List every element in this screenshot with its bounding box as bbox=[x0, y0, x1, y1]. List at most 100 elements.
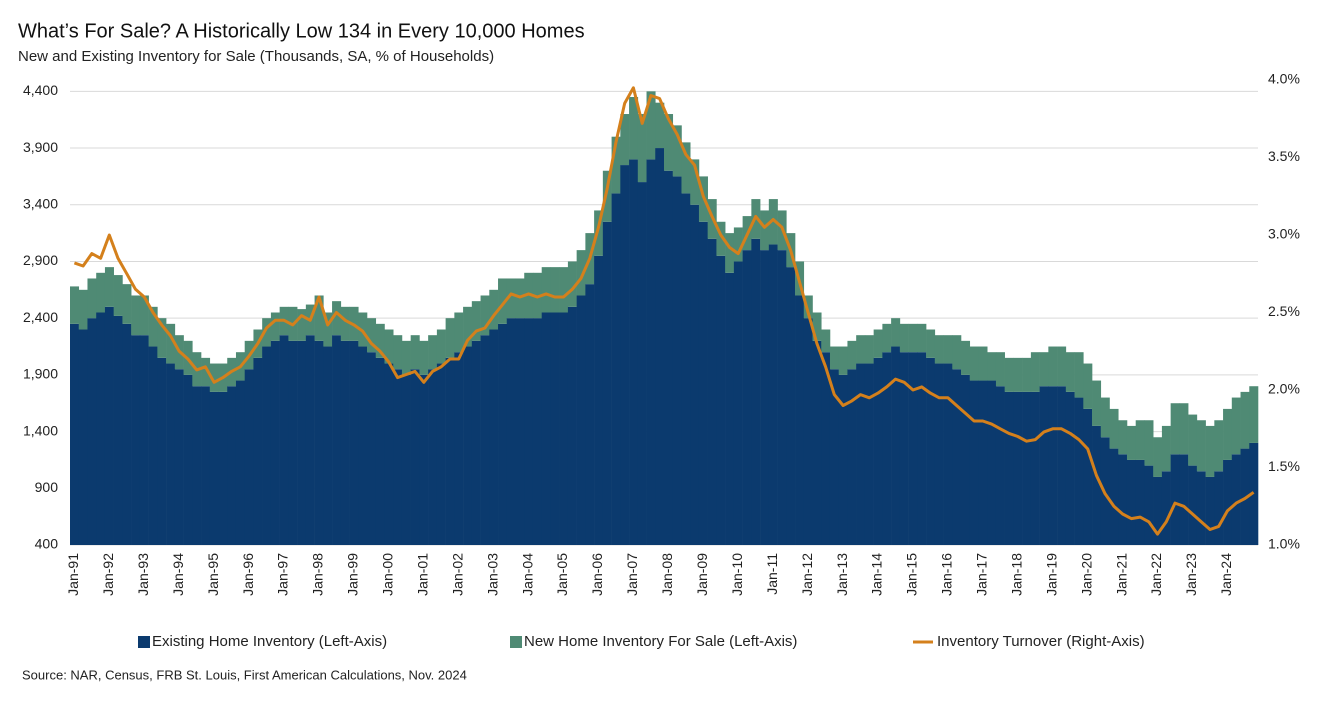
x-tick-label: Jan-92 bbox=[100, 553, 116, 596]
bar-segment bbox=[541, 267, 551, 313]
bar-segment bbox=[305, 335, 315, 545]
bar-segment bbox=[1205, 476, 1215, 545]
bar-segment bbox=[864, 335, 874, 364]
bar-segment bbox=[1004, 391, 1014, 545]
bar-segment bbox=[917, 352, 927, 545]
bar-segment bbox=[829, 346, 840, 370]
bar-segment bbox=[1065, 391, 1075, 545]
bar-segment bbox=[576, 295, 586, 545]
bar-segment bbox=[559, 267, 569, 313]
bar-segment bbox=[489, 289, 499, 330]
bar-segment bbox=[952, 369, 962, 545]
source-note: Source: NAR, Census, FRB St. Louis, Firs… bbox=[22, 667, 467, 682]
bar-segment bbox=[532, 318, 543, 545]
bar-segment bbox=[664, 170, 674, 546]
x-tick-label: Jan-01 bbox=[414, 553, 430, 596]
y-tick-label: 1,900 bbox=[23, 366, 58, 382]
bar-segment bbox=[768, 199, 778, 245]
bar-segment bbox=[1240, 391, 1250, 449]
bar-segment bbox=[1188, 414, 1198, 466]
bar-segment bbox=[1065, 352, 1075, 392]
x-tick-label: Jan-24 bbox=[1218, 553, 1234, 596]
y2-tick-label: 4.0% bbox=[1268, 71, 1300, 87]
bar-segment bbox=[567, 306, 577, 545]
bar-segment bbox=[882, 352, 892, 545]
bar-segment bbox=[1231, 454, 1241, 545]
bar-segment bbox=[1196, 420, 1206, 472]
bar-segment bbox=[1153, 437, 1163, 477]
bar-segment bbox=[235, 380, 246, 545]
bar-segment bbox=[1074, 397, 1084, 545]
bar-segment bbox=[899, 323, 909, 353]
x-tick-label: Jan-09 bbox=[694, 553, 710, 596]
y2-tick-label: 2.5% bbox=[1268, 303, 1300, 319]
bar-segment bbox=[410, 369, 420, 545]
bar-segment bbox=[463, 346, 473, 545]
bar-segment bbox=[166, 323, 176, 364]
bar-segment bbox=[1214, 471, 1224, 545]
bar-segment bbox=[1109, 408, 1119, 449]
bar-segment bbox=[725, 272, 735, 545]
bar-segment bbox=[594, 210, 604, 256]
bar-segment bbox=[201, 386, 211, 545]
bar-segment bbox=[498, 323, 508, 545]
bar-segment bbox=[314, 295, 324, 341]
bar-segment bbox=[436, 329, 446, 364]
x-tick-label: Jan-93 bbox=[135, 553, 151, 596]
bar-segment bbox=[1144, 420, 1154, 466]
x-tick-label: Jan-12 bbox=[799, 553, 815, 596]
y-tick-label: 900 bbox=[35, 479, 59, 495]
bar-segment bbox=[559, 312, 569, 545]
x-tick-label: Jan-06 bbox=[589, 553, 605, 596]
bar-segment bbox=[1074, 352, 1084, 398]
bar-segment bbox=[262, 318, 272, 347]
bar-segment bbox=[515, 318, 525, 545]
bar-segment bbox=[733, 227, 743, 262]
bar-segment bbox=[690, 159, 700, 205]
x-tick-label: Jan-03 bbox=[484, 553, 500, 596]
bar-segment bbox=[332, 301, 342, 336]
bar-segment bbox=[602, 221, 612, 545]
x-tick-label: Jan-97 bbox=[275, 553, 291, 596]
y-tick-label: 2,900 bbox=[23, 252, 58, 268]
bar-segment bbox=[253, 357, 263, 545]
bar-segment bbox=[690, 204, 700, 545]
bar-segment bbox=[987, 352, 997, 381]
bar-segment bbox=[838, 374, 848, 545]
bar-segment bbox=[1030, 391, 1040, 545]
bar-segment bbox=[602, 170, 612, 222]
bar-segment bbox=[445, 357, 455, 545]
bar-segment bbox=[760, 250, 770, 545]
bar-segment bbox=[323, 346, 333, 545]
bar-segment bbox=[882, 323, 892, 353]
y-tick-label: 2,400 bbox=[23, 309, 58, 325]
bar-segment bbox=[611, 193, 621, 546]
legend-label: Existing Home Inventory (Left-Axis) bbox=[152, 633, 387, 650]
y2-tick-label: 1.5% bbox=[1268, 458, 1300, 474]
chart-subtitle: New and Existing Inventory for Sale (Tho… bbox=[18, 48, 494, 65]
bar-segment bbox=[847, 340, 857, 370]
bar-segment bbox=[969, 380, 979, 545]
bar-segment bbox=[786, 267, 796, 545]
bar-segment bbox=[1013, 391, 1023, 545]
bar-segment bbox=[332, 335, 342, 545]
y-tick-label: 1,400 bbox=[23, 422, 58, 438]
x-tick-label: Jan-13 bbox=[834, 553, 850, 596]
x-tick-label: Jan-10 bbox=[729, 553, 745, 596]
bar-segment bbox=[891, 346, 901, 545]
legend-swatch bbox=[510, 636, 522, 648]
bar-segment bbox=[655, 148, 665, 546]
bar-segment bbox=[375, 357, 385, 545]
bar-segment bbox=[1109, 448, 1119, 545]
bar-segment bbox=[550, 312, 560, 545]
bar-segment bbox=[891, 318, 901, 347]
bar-segment bbox=[655, 102, 665, 149]
bar-segment bbox=[803, 318, 813, 545]
bar-segment bbox=[934, 363, 944, 545]
bar-segment bbox=[1170, 403, 1180, 455]
bar-segment bbox=[401, 340, 411, 375]
legend-label: New Home Inventory For Sale (Left-Axis) bbox=[524, 633, 797, 650]
bar-segment bbox=[1223, 408, 1233, 460]
bar-segment bbox=[856, 335, 866, 364]
